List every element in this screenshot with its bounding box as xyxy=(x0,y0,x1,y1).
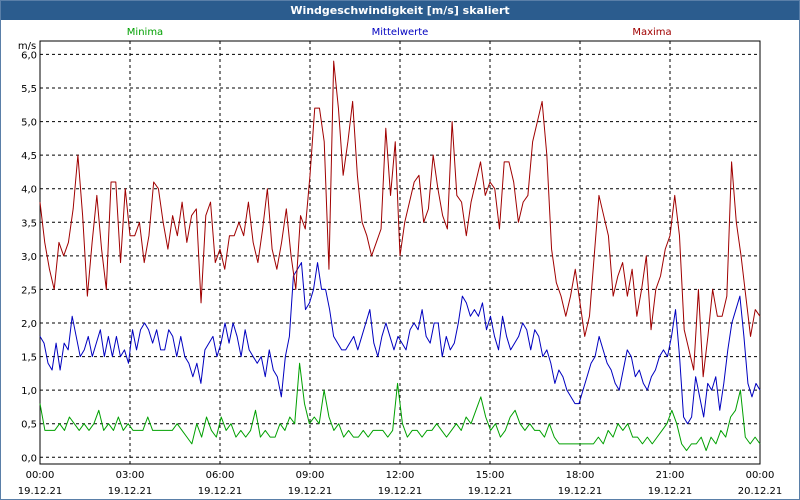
x-tick-date: 19.12.21 xyxy=(108,486,153,497)
y-tick-label: 2,5 xyxy=(21,285,37,296)
x-tick-time: 00:00 xyxy=(746,470,775,481)
y-tick-label: 1,0 xyxy=(21,386,37,397)
series-line-minima xyxy=(39,362,761,452)
y-tick-label: 0,0 xyxy=(21,453,37,464)
x-tick-time: 00:00 xyxy=(26,470,55,481)
plot-frame xyxy=(39,40,761,465)
x-tick-time: 09:00 xyxy=(296,470,325,481)
x-tick-time: 03:00 xyxy=(116,470,145,481)
x-tick-date: 19.12.21 xyxy=(198,486,243,497)
y-tick-label: 5,5 xyxy=(21,84,37,95)
series-line-mittelwerte xyxy=(39,262,761,425)
chart-title: Windgeschwindigkeit [m/s] skaliert xyxy=(1,1,799,20)
legend-entry: Maxima xyxy=(632,27,671,38)
y-tick-label: 3,0 xyxy=(21,252,37,263)
x-tick-date: 19.12.21 xyxy=(468,486,513,497)
y-tick-label: 4,5 xyxy=(21,151,37,162)
x-tick-time: 21:00 xyxy=(656,470,685,481)
y-tick-label: 6,0 xyxy=(21,50,37,61)
x-tick-time: 18:00 xyxy=(566,470,595,481)
series-lines xyxy=(39,60,761,452)
x-axis: 00:00 19.12.21 03:00 19.12.21 06:00 19.12.21 0… xyxy=(18,470,783,497)
x-tick-date: 19.12.21 xyxy=(558,486,603,497)
y-tick-label: 1,5 xyxy=(21,353,37,364)
x-tick-time: 15:00 xyxy=(476,470,505,481)
x-tick-date: 19.12.21 xyxy=(648,486,693,497)
y-tick-label: 5,0 xyxy=(21,118,37,129)
y-tick-label: 2,0 xyxy=(21,319,37,330)
y-axis-unit: m/s xyxy=(18,41,36,52)
y-tick-label: 0,5 xyxy=(21,420,37,431)
x-tick-time: 12:00 xyxy=(386,470,415,481)
y-tick-label: 4,0 xyxy=(21,185,37,196)
legend-entry: Minima xyxy=(127,27,163,38)
series-line-maxima xyxy=(39,60,761,378)
x-tick-date: 19.12.21 xyxy=(288,486,333,497)
legend-entry: Mittelwerte xyxy=(372,27,429,38)
x-tick-date: 19.12.21 xyxy=(378,486,423,497)
x-tick-date: 20.12.21 xyxy=(738,486,783,497)
x-tick-time: 06:00 xyxy=(206,470,235,481)
y-axis: 0,0 0,5 1,0 1,5 2,0 2,5 3,0 3,5 4,0 4,5 5,0 5,5 6,0 xyxy=(21,50,37,464)
x-tick-date: 19.12.21 xyxy=(18,486,63,497)
legend: Minima Mittelwerte Maxima xyxy=(127,27,672,38)
y-tick-label: 3,5 xyxy=(21,218,37,229)
